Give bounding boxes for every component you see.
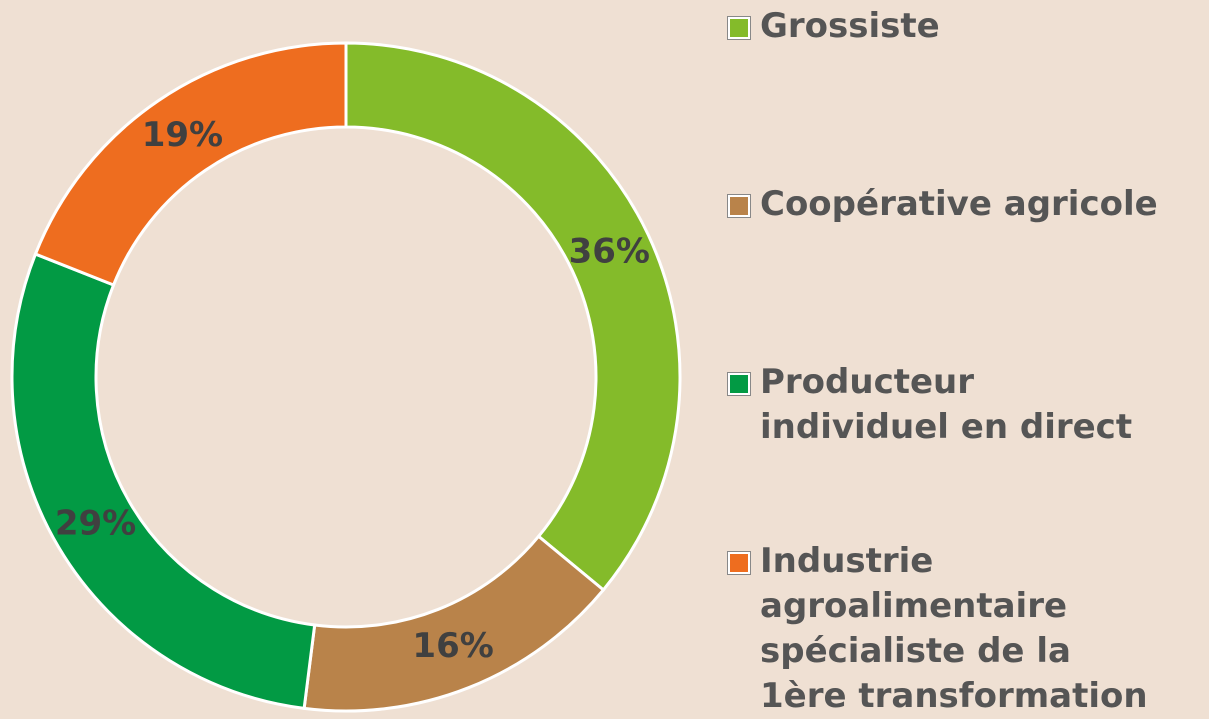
legend-item: Industrie agroalimentaire spécialiste de… [727,539,1148,719]
data-label: 36% [569,232,650,272]
legend-label: Industrie agroalimentaire spécialiste de… [760,541,1148,716]
legend-swatch [727,551,751,575]
donut-slice [344,41,682,593]
data-label: 16% [412,626,493,666]
donut-slice [10,252,317,711]
data-label: 19% [142,115,223,155]
legend-swatch [727,16,751,40]
legend-label: Coopérative agricole [760,184,1158,224]
donut-slice [302,534,606,713]
legend-item: Grossiste [727,4,940,49]
donut-slice [33,41,348,287]
data-label: 29% [55,504,136,544]
legend-swatch [727,194,751,218]
legend-item: Producteur individuel en direct [727,360,1133,450]
legend-swatch [727,372,751,396]
legend-label: Grossiste [760,6,940,46]
legend-item: Coopérative agricole [727,182,1158,227]
legend-label: Producteur individuel en direct [760,362,1133,447]
